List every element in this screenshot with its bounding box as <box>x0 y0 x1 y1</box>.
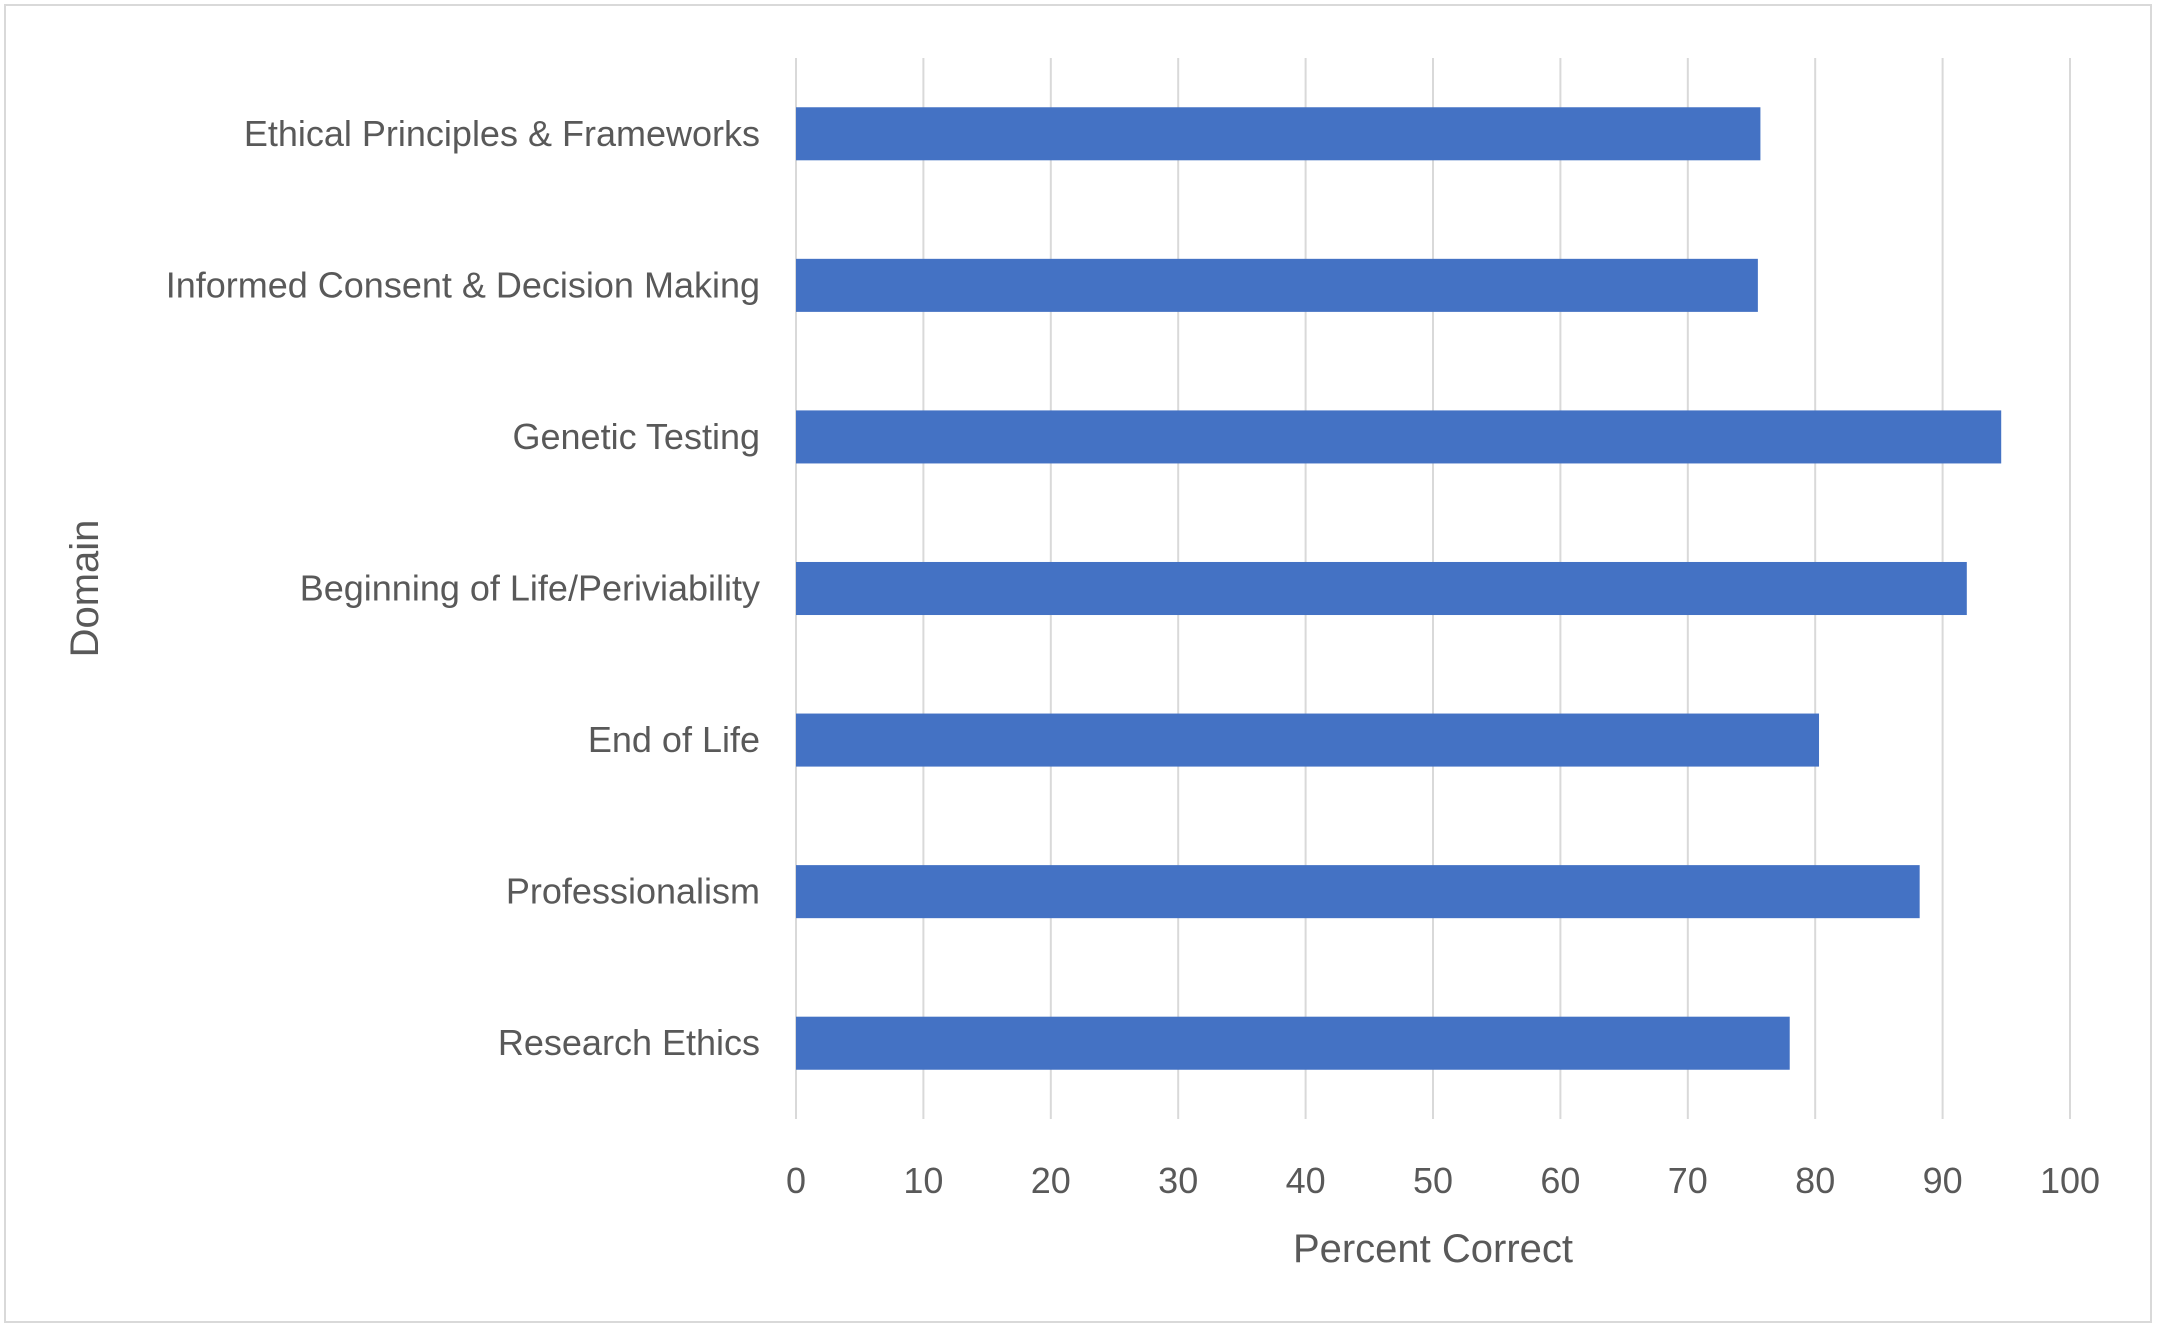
x-tick-label: 100 <box>2040 1160 2100 1201</box>
category-label: End of Life <box>588 719 760 760</box>
bar <box>796 258 1758 312</box>
bar <box>796 713 1820 767</box>
category-labels: Ethical Principles & Frameworks Informed … <box>166 113 760 1063</box>
x-tick-label: 90 <box>1923 1160 1963 1201</box>
bar <box>796 410 2002 464</box>
category-label: Professionalism <box>506 871 760 912</box>
x-tick-label: 30 <box>1158 1160 1198 1201</box>
x-tick-label: 0 <box>786 1160 806 1201</box>
x-axis-title: Percent Correct <box>1293 1227 1573 1271</box>
x-tick-label: 20 <box>1031 1160 1071 1201</box>
x-tick-label: 60 <box>1540 1160 1580 1201</box>
bar <box>796 561 1967 616</box>
bars <box>796 107 2002 1070</box>
category-label: Genetic Testing <box>513 416 760 457</box>
x-tick-label: 80 <box>1795 1160 1835 1201</box>
y-axis-title: Domain <box>63 520 107 658</box>
category-label: Ethical Principles & Frameworks <box>244 113 760 154</box>
bar <box>796 107 1761 161</box>
category-label: Beginning of Life/Periviability <box>300 568 760 609</box>
x-tick-label: 40 <box>1286 1160 1326 1201</box>
x-tick-label: 70 <box>1668 1160 1708 1201</box>
category-label: Informed Consent & Decision Making <box>166 264 760 305</box>
x-tick-labels: 0 10 20 30 40 50 60 70 80 90 100 <box>786 1160 2100 1201</box>
bar <box>796 1016 1790 1070</box>
x-tick-label: 50 <box>1413 1160 1453 1201</box>
bar <box>796 865 1920 919</box>
bar-chart: Ethical Principles & Frameworks Informed … <box>63 58 2100 1271</box>
category-label: Research Ethics <box>498 1022 760 1063</box>
x-tick-label: 10 <box>903 1160 943 1201</box>
chart-frame: Ethical Principles & Frameworks Informed … <box>4 4 2152 1323</box>
